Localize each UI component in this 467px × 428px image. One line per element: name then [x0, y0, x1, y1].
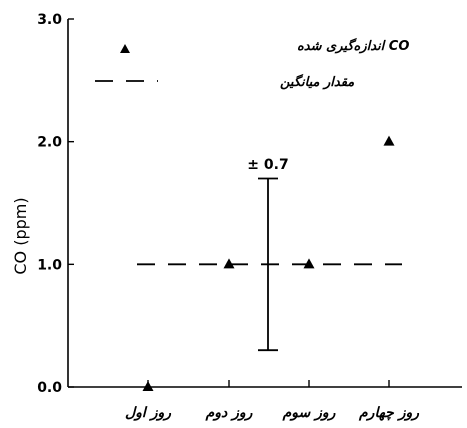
error-bar-group [258, 177, 278, 352]
y-tick-label: 2.0 [37, 135, 62, 151]
y-ticks-group: 0.0 1.0 2.0 3.0 [37, 12, 74, 396]
x-category-label: روز دوم [205, 405, 253, 421]
legend-mean-label: مقدار میانگین [280, 73, 354, 90]
x-category-label: روز چهارم [358, 405, 419, 421]
data-point-triangle [223, 258, 235, 269]
legend: CO اندازه‌گیری شده مقدار میانگین [95, 37, 409, 90]
x-category-label: روز اول [125, 405, 171, 421]
data-point-triangle [142, 381, 154, 391]
data-points-group [142, 135, 395, 391]
axes-group [67, 19, 462, 388]
error-bar-label: ± 0.7 [247, 157, 288, 173]
y-tick-label: 3.0 [37, 12, 62, 28]
x-category-label: روز سوم [282, 405, 336, 421]
y-tick-label: 1.0 [37, 257, 62, 273]
data-point-triangle [303, 258, 315, 269]
x-ticks-group: روز اول روز دوم روز سوم روز چهارم [125, 380, 419, 421]
data-point-triangle [383, 135, 395, 146]
y-tick-label: 0.0 [37, 380, 62, 396]
legend-measured-label: CO اندازه‌گیری شده [297, 37, 409, 54]
y-axis-label: CO (ppm) [11, 197, 30, 274]
legend-triangle-marker [120, 44, 130, 53]
